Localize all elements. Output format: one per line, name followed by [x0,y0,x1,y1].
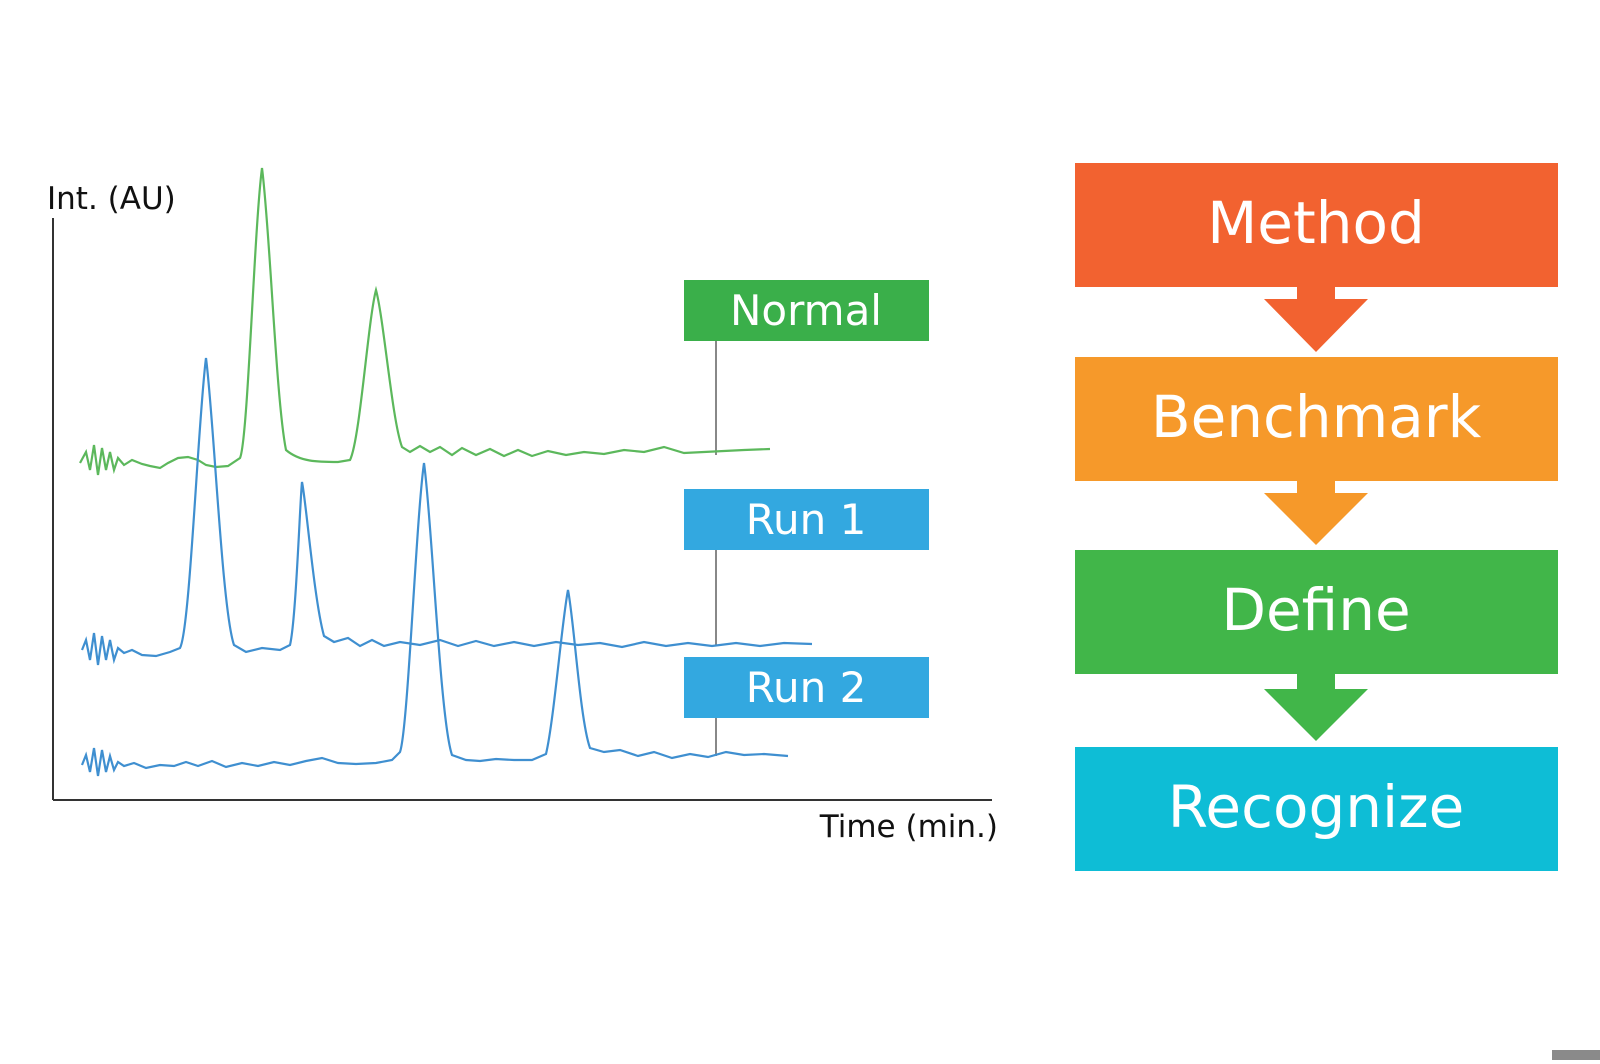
label-run-2: Run 2 [684,657,929,718]
label-run-1-text: Run 1 [746,495,867,544]
flow-step-define: Define [1075,550,1558,674]
corner-mark [1552,1050,1600,1060]
flow-arrow-3 [1264,674,1368,741]
flow-arrow-2 [1264,481,1368,545]
flow-step-method: Method [1075,163,1558,287]
flow-arrow-1 [1264,287,1368,352]
label-normal-text: Normal [730,286,882,335]
normal-trace [79,167,771,476]
y-axis-label: Int. (AU) [47,181,176,217]
flow-step-method-label: Method [1207,189,1425,257]
label-run-2-text: Run 2 [746,663,867,712]
x-axis-label: Time (min.) [819,809,998,845]
flow-step-recognize: Recognize [1075,747,1558,871]
flow-step-define-label: Define [1221,576,1410,644]
label-normal: Normal [684,280,929,341]
run1-trace [80,357,813,666]
label-run-1: Run 1 [684,489,929,550]
run2-trace [80,462,789,777]
flow-step-benchmark-label: Benchmark [1151,383,1482,451]
flow-step-recognize-label: Recognize [1168,773,1465,841]
flow-step-benchmark: Benchmark [1075,357,1558,481]
